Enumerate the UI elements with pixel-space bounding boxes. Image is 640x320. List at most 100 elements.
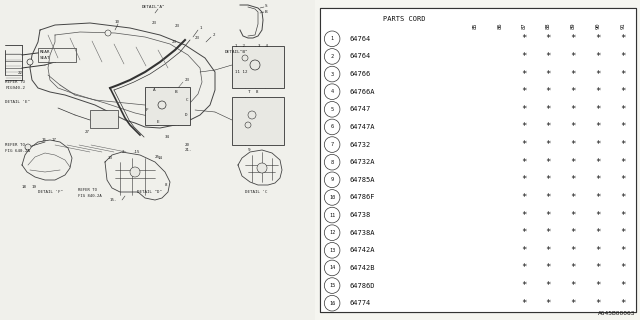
Text: A645B00063: A645B00063 xyxy=(598,311,635,316)
Text: 23: 23 xyxy=(152,21,157,25)
Text: 64786D: 64786D xyxy=(349,283,375,289)
Circle shape xyxy=(324,101,340,117)
Text: *: * xyxy=(621,140,626,149)
Text: REFER TO: REFER TO xyxy=(5,143,25,147)
Circle shape xyxy=(130,167,140,177)
Text: *: * xyxy=(545,105,551,114)
Circle shape xyxy=(324,295,340,311)
Text: *: * xyxy=(621,299,626,308)
Text: FIG 640-2A: FIG 640-2A xyxy=(5,149,30,153)
Text: *: * xyxy=(595,105,601,114)
Text: 64732: 64732 xyxy=(349,141,371,148)
Text: *: * xyxy=(595,228,601,237)
Text: *: * xyxy=(595,193,601,202)
Text: 64766: 64766 xyxy=(349,71,371,77)
Text: 2: 2 xyxy=(122,150,125,154)
Text: *: * xyxy=(621,34,626,43)
Text: *: * xyxy=(521,140,527,149)
Text: *: * xyxy=(545,193,551,202)
Text: 19: 19 xyxy=(32,185,37,189)
Text: *: * xyxy=(595,123,601,132)
Text: *: * xyxy=(545,281,551,290)
Text: 9: 9 xyxy=(330,177,333,182)
Text: *: * xyxy=(570,211,575,220)
Text: *: * xyxy=(570,105,575,114)
Text: 88: 88 xyxy=(546,22,550,29)
Text: DETAIL"A": DETAIL"A" xyxy=(142,5,166,9)
Text: *: * xyxy=(570,158,575,167)
Text: 4: 4 xyxy=(330,89,333,94)
Text: 1: 1 xyxy=(200,26,202,30)
Text: 7: 7 xyxy=(330,142,333,147)
Text: REFER TO: REFER TO xyxy=(5,80,25,84)
Circle shape xyxy=(324,260,340,276)
Text: B: B xyxy=(265,10,268,14)
Circle shape xyxy=(158,101,166,109)
Circle shape xyxy=(324,66,340,82)
Text: 87: 87 xyxy=(522,22,527,29)
Text: C: C xyxy=(186,98,189,102)
Circle shape xyxy=(324,243,340,258)
Circle shape xyxy=(105,30,111,36)
Text: 11 12: 11 12 xyxy=(235,70,248,74)
Text: *: * xyxy=(621,52,626,61)
Text: *: * xyxy=(521,69,527,79)
Text: *: * xyxy=(521,246,527,255)
Text: 64742B: 64742B xyxy=(349,265,375,271)
Circle shape xyxy=(324,84,340,100)
Text: 22: 22 xyxy=(18,71,23,75)
Text: *: * xyxy=(521,34,527,43)
Text: *: * xyxy=(521,87,527,96)
Text: *: * xyxy=(570,193,575,202)
Text: 64786F: 64786F xyxy=(349,195,375,200)
Circle shape xyxy=(324,190,340,205)
Text: *: * xyxy=(621,263,626,272)
Text: 91: 91 xyxy=(621,22,626,29)
Bar xyxy=(145,87,190,125)
Text: 23: 23 xyxy=(195,36,200,40)
Text: 21-: 21- xyxy=(185,148,193,152)
Text: *: * xyxy=(521,299,527,308)
Text: *: * xyxy=(621,105,626,114)
Text: T  8: T 8 xyxy=(248,90,259,94)
Text: 8: 8 xyxy=(330,160,333,165)
Text: *: * xyxy=(570,246,575,255)
Text: *: * xyxy=(545,175,551,184)
Text: 15: 15 xyxy=(329,283,335,288)
Text: 27: 27 xyxy=(85,130,90,134)
Text: *: * xyxy=(595,211,601,220)
Text: 13: 13 xyxy=(329,248,335,253)
Text: SEAT: SEAT xyxy=(40,56,51,60)
Text: *: * xyxy=(570,140,575,149)
Text: *: * xyxy=(621,246,626,255)
Text: 64764: 64764 xyxy=(349,36,371,42)
Text: *: * xyxy=(545,158,551,167)
Circle shape xyxy=(248,111,256,119)
Circle shape xyxy=(242,55,248,61)
Text: *: * xyxy=(545,228,551,237)
Text: *: * xyxy=(521,263,527,272)
Text: 64774: 64774 xyxy=(349,300,371,306)
Text: *: * xyxy=(545,69,551,79)
Text: 11: 11 xyxy=(329,212,335,218)
Text: 25: 25 xyxy=(155,155,160,159)
Text: *: * xyxy=(570,52,575,61)
Text: *: * xyxy=(545,211,551,220)
Text: *: * xyxy=(570,34,575,43)
Text: 10: 10 xyxy=(115,20,120,24)
Circle shape xyxy=(245,122,251,128)
Text: *: * xyxy=(621,158,626,167)
Text: 64742A: 64742A xyxy=(349,247,375,253)
Text: *: * xyxy=(595,69,601,79)
Text: 64738: 64738 xyxy=(349,212,371,218)
Circle shape xyxy=(25,144,31,150)
Circle shape xyxy=(257,163,267,173)
Bar xyxy=(320,8,636,312)
Text: 34: 34 xyxy=(165,135,170,139)
Text: 5: 5 xyxy=(330,107,333,112)
Text: REAR: REAR xyxy=(40,50,51,54)
Text: *: * xyxy=(521,228,527,237)
Text: *: * xyxy=(595,175,601,184)
Text: D: D xyxy=(185,113,188,117)
Text: *: * xyxy=(570,263,575,272)
